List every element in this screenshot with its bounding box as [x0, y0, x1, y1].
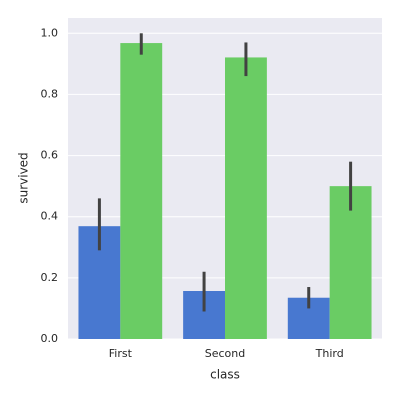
- y-tick-label: 0.6: [41, 149, 59, 162]
- x-axis-label: class: [210, 368, 240, 382]
- bar: [120, 43, 163, 339]
- bar: [225, 57, 267, 340]
- y-tick-label: 0.4: [41, 210, 59, 223]
- y-tick-label: 0.0: [41, 332, 59, 345]
- y-tick-label: 0.8: [41, 87, 59, 100]
- x-tick-label: Third: [315, 347, 344, 360]
- y-tick-label: 0.2: [41, 271, 59, 284]
- x-tick-label: First: [109, 347, 133, 360]
- y-tick-label: 1.0: [41, 26, 59, 39]
- y-axis-label: survived: [17, 152, 31, 203]
- bar: [329, 186, 372, 339]
- x-tick-label: Second: [205, 347, 245, 360]
